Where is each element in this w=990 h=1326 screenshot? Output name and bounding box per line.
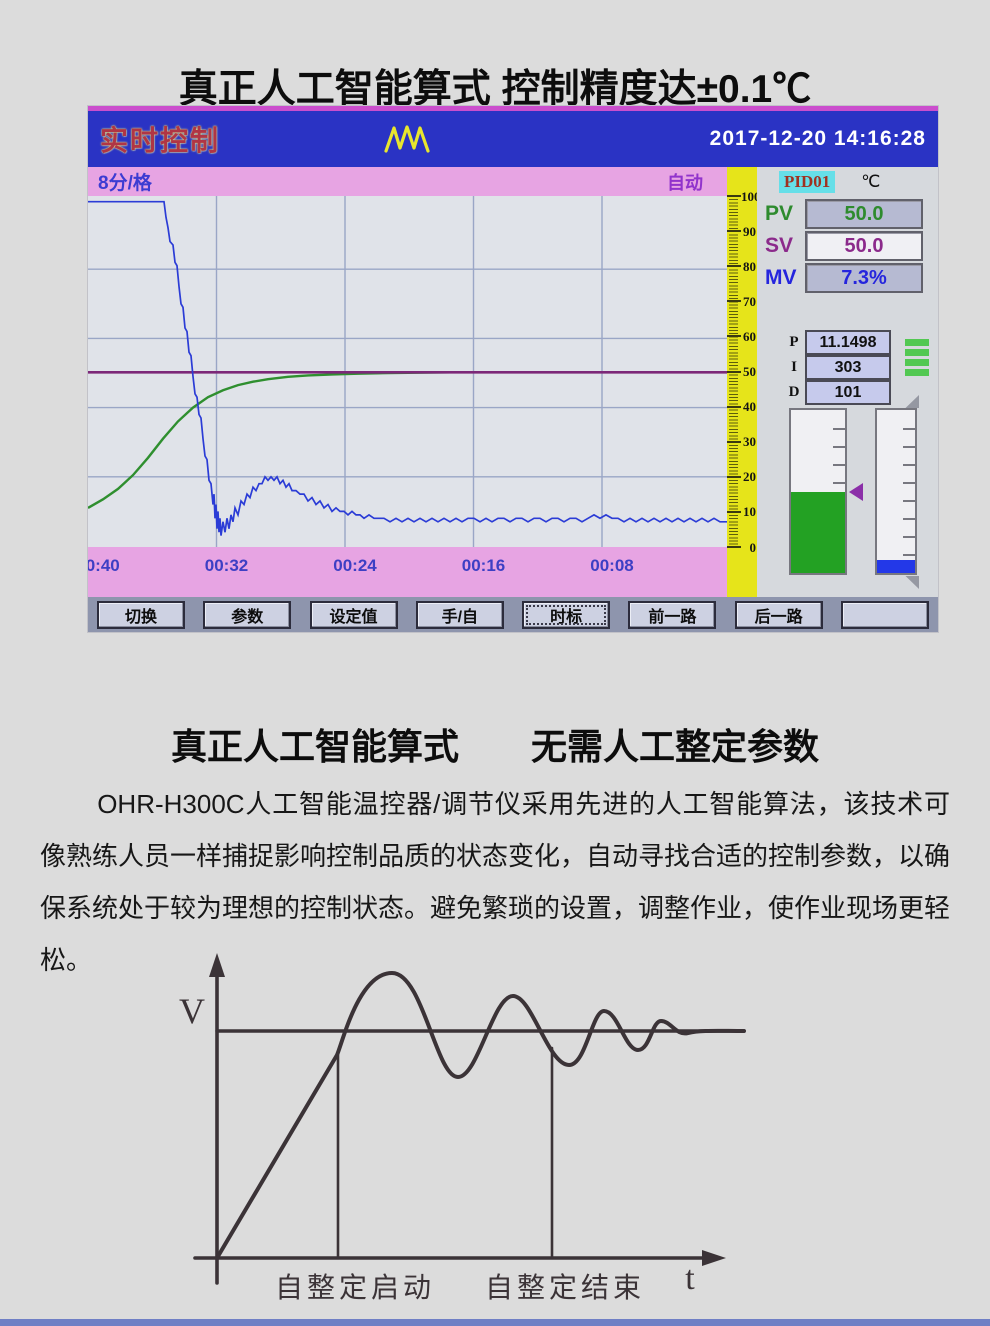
- header-accent-line: [88, 106, 938, 111]
- mv-label: MV: [765, 266, 797, 289]
- gauge-min-marker-icon: [905, 576, 919, 589]
- gauge-pointer-icon: [849, 482, 863, 501]
- x-axis-arrow-icon: [702, 1250, 726, 1266]
- device-button-2[interactable]: 参数: [203, 600, 292, 629]
- diagram-y-label: V: [179, 991, 205, 1031]
- scale-major-tick: 20: [727, 469, 757, 485]
- grid-lines: [88, 196, 727, 547]
- unit-label: ℃: [861, 172, 881, 191]
- time-tick-label: 00:32: [204, 556, 249, 575]
- mv-row: MV 7.3%: [765, 263, 923, 293]
- device-button-7[interactable]: 后一路: [734, 600, 823, 629]
- scale-major-tick: 90: [727, 223, 757, 239]
- y-axis-arrow-icon: [209, 953, 225, 977]
- readout-panel: PID01 ℃ PV 50.0 SV 50.0 MV 7.3% P 11.1498…: [757, 167, 938, 597]
- device-button-1[interactable]: 切换: [97, 600, 185, 629]
- datetime-display: 2017-12-20 14:16:28: [709, 127, 926, 150]
- device-body: 8分/格 自动: [88, 167, 938, 597]
- device-button-3[interactable]: 设定值: [309, 600, 398, 629]
- device-header: 实时控制 2017-12-20 14:16:28: [88, 111, 938, 167]
- output-bar-gauge: [789, 408, 847, 575]
- mv-curve: [88, 371, 451, 509]
- aux-bar-gauge: [875, 408, 917, 575]
- time-tick-label: 00:24: [333, 556, 377, 575]
- device-button-4[interactable]: 手/自: [415, 600, 504, 629]
- pv-value: 50.0: [805, 199, 923, 229]
- section-title: 真正人工智能算式 无需人工整定参数: [170, 725, 819, 767]
- pid-param-row-d: D 101: [783, 380, 891, 405]
- device-button-bar: 切换 参数 设定值 手/自 时标 前一路 后一路: [88, 597, 938, 632]
- scale-major-tick: 10: [727, 504, 757, 520]
- scale-major-tick: 40: [727, 399, 757, 415]
- scale-major-tick: 60: [727, 328, 757, 344]
- autotune-diagram: V t 自整定启动 自整定结束: [140, 945, 772, 1320]
- mv-value: 7.3%: [805, 263, 923, 293]
- page-title: 真正人工智能算式 控制精度达±0.1℃: [178, 68, 812, 112]
- annotation-autotune-start: 自整定启动: [275, 1272, 435, 1304]
- trend-plot: [88, 196, 727, 547]
- pid-param-row-p: P 11.1498: [783, 330, 891, 355]
- channel-badge: PID01: [779, 171, 836, 193]
- screen-title: 实时控制: [100, 125, 221, 156]
- diagram-x-label: t: [685, 1260, 695, 1297]
- device-button-5[interactable]: 时标: [522, 600, 611, 629]
- mode-indicator: 自动: [667, 172, 703, 193]
- pv-label: PV: [765, 202, 794, 225]
- device-button-6[interactable]: 前一路: [628, 600, 717, 629]
- response-curve: [215, 970, 746, 1260]
- gauge-max-marker-icon: [905, 395, 919, 408]
- scale-major-tick: 30: [727, 434, 757, 450]
- time-tick-label: 00:40: [88, 556, 120, 575]
- time-per-div-label: 8分/格: [98, 173, 152, 194]
- time-tick-label: 00:16: [461, 556, 506, 575]
- sv-label: SV: [765, 234, 794, 257]
- sv-value: 50.0: [805, 231, 923, 261]
- time-tick-label: 00:08: [590, 556, 634, 575]
- pv-row: PV 50.0: [765, 199, 923, 229]
- scale-major-tick: 100: [727, 188, 761, 204]
- scale-major-tick: 70: [727, 293, 757, 309]
- chart-info-bar: 8分/格 自动: [88, 167, 727, 196]
- brand-wave-icon: [384, 124, 430, 159]
- pid-param-row-i: I 303: [783, 355, 891, 380]
- signal-strength-icon: [905, 339, 929, 379]
- sv-row: SV 50.0: [765, 231, 923, 261]
- pv-curve: [88, 200, 727, 536]
- trend-area: 8分/格 自动: [88, 167, 727, 597]
- scale-major-tick: 50: [727, 364, 757, 380]
- value-scale-ruler: 100 90 80 70 60 50 40 30 20 10 0: [727, 167, 761, 597]
- scale-major-tick: 80: [727, 258, 757, 274]
- controller-screenshot: 实时控制 2017-12-20 14:16:28 8分/格 自动: [88, 106, 938, 632]
- device-button-blank[interactable]: [840, 600, 929, 629]
- description-paragraph: OHR-H300C人工智能温控器/调节仪采用先进的人工智能算法，该技术可像熟练人…: [40, 789, 951, 975]
- scale-major-tick: 0: [727, 539, 757, 555]
- annotation-autotune-end: 自整定结束: [485, 1272, 645, 1304]
- time-axis-bar: 00:40 00:32 00:24 00:16 00:08: [88, 547, 727, 597]
- next-section-edge: [0, 1319, 990, 1326]
